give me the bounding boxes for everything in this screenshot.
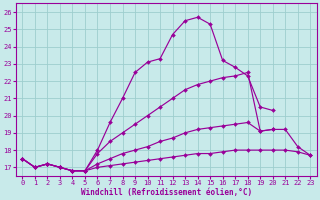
X-axis label: Windchill (Refroidissement éolien,°C): Windchill (Refroidissement éolien,°C) [81,188,252,197]
